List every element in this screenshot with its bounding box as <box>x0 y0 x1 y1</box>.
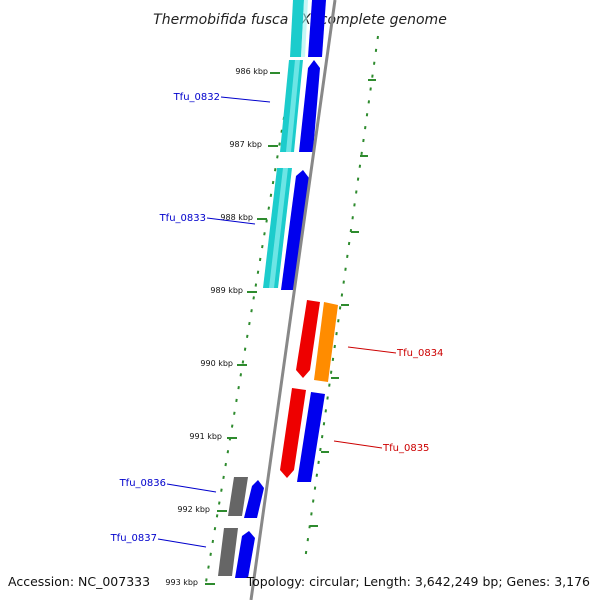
gene-tfu-0833[interactable] <box>263 168 309 290</box>
gene-tfu-0837-cds-gray[interactable] <box>218 528 238 576</box>
gene-tfu-0835[interactable] <box>280 388 325 482</box>
kbp-label: 986 kbp <box>235 67 268 76</box>
label-tfu-0833[interactable]: Tfu_0833 <box>159 213 206 224</box>
gene-tfu-0836-cds-gray[interactable] <box>228 477 248 516</box>
label-tfu-0834[interactable]: Tfu_0834 <box>396 348 443 359</box>
kbp-label: 993 kbp <box>165 578 198 587</box>
leader-line-tfu-0835 <box>333 440 383 449</box>
kbp-label: 988 kbp <box>220 213 253 222</box>
gene-labels: Tfu_0832 Tfu_0833 Tfu_0834 Tfu_0835 Tfu_… <box>110 92 443 548</box>
gene-tfu-0835-cds-red[interactable] <box>280 388 306 478</box>
leader-line-tfu-0836 <box>166 483 217 493</box>
kbp-label: 987 kbp <box>229 140 262 149</box>
cds-cyan-feature <box>290 0 304 57</box>
gene-tfu-0835-cds-blue[interactable] <box>297 392 325 482</box>
leader-line-tfu-0837 <box>157 538 207 548</box>
inner-tick-track <box>204 39 298 589</box>
genome-backbone <box>249 0 337 600</box>
kbp-labels: 986 kbp 987 kbp 988 kbp 989 kbp 990 kbp … <box>165 67 268 587</box>
gene-tfu-0836-cds-blue[interactable] <box>244 480 264 518</box>
label-tfu-0835[interactable]: Tfu_0835 <box>382 443 429 454</box>
major-ticks <box>205 72 376 585</box>
leader-line-tfu-0834 <box>347 346 397 354</box>
gene-tfu-0832-cds-cyan-highlight <box>286 60 300 152</box>
label-tfu-0837[interactable]: Tfu_0837 <box>110 533 157 544</box>
label-tfu-0836[interactable]: Tfu_0836 <box>119 478 166 489</box>
gene-tfu-0834-cds-orange[interactable] <box>314 302 338 382</box>
gene-tfu-0837[interactable] <box>218 528 255 578</box>
gene-tfu-0837-cds-blue[interactable] <box>235 531 255 578</box>
gene-tfu-0834-cds-red[interactable] <box>296 300 320 378</box>
kbp-label: 989 kbp <box>210 286 243 295</box>
gene-tfu-0833-cds-blue[interactable] <box>281 170 309 290</box>
cds-highlight <box>301 0 308 57</box>
cds-top-partial <box>290 0 326 57</box>
gene-tfu-0832[interactable] <box>280 60 320 152</box>
kbp-label: 992 kbp <box>177 505 210 514</box>
kbp-label: 991 kbp <box>189 432 222 441</box>
cds-blue-feature <box>308 0 326 57</box>
topology-label: Topology: circular; Length: 3,642,249 bp… <box>246 574 590 589</box>
gene-tfu-0836[interactable] <box>228 477 264 518</box>
accession-label: Accession: NC_007333 <box>8 574 150 589</box>
label-tfu-0832[interactable]: Tfu_0832 <box>173 92 220 103</box>
leader-line-tfu-0833 <box>206 217 256 225</box>
gene-tfu-0832-cds-blue[interactable] <box>299 60 320 152</box>
kbp-label: 990 kbp <box>200 359 233 368</box>
gene-tfu-0833-cds-cyan-highlight <box>269 168 288 288</box>
leader-line-tfu-0832 <box>220 96 271 103</box>
gene-tfu-0834[interactable] <box>296 300 338 382</box>
